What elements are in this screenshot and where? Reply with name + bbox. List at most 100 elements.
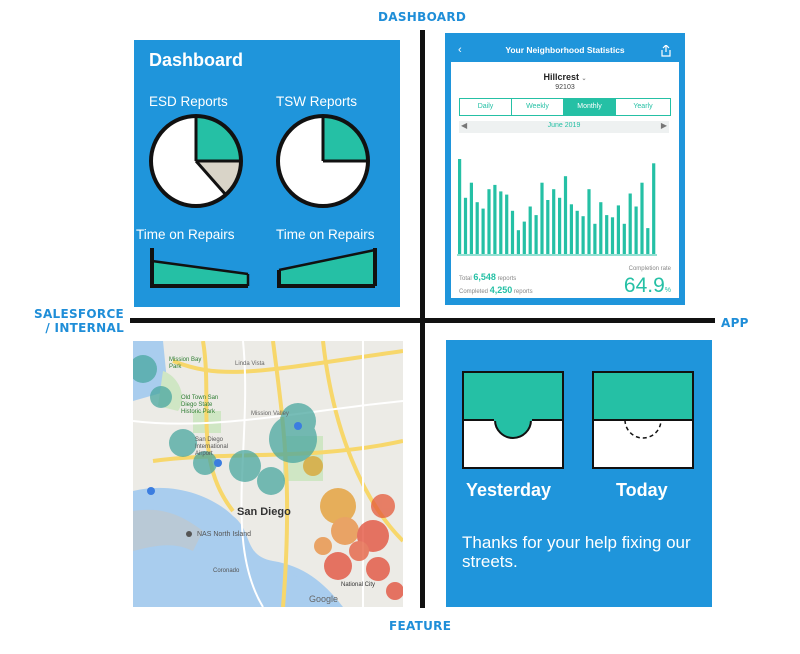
bar	[546, 200, 550, 254]
horizontal-axis-line	[130, 318, 715, 323]
pothole-today-icon	[592, 371, 694, 469]
map-place-label: NAS North Island	[197, 531, 252, 538]
bar	[552, 189, 556, 254]
month-nav: ◀ June 2019 ▶	[459, 121, 669, 133]
bar	[458, 159, 462, 254]
esd-pie-teal-slice	[196, 116, 241, 161]
bar	[605, 215, 609, 254]
dashboard-panel: Dashboard ESD Reports TSW Reports Time o…	[134, 40, 400, 307]
today-caption: Today	[616, 480, 668, 500]
bar	[510, 210, 515, 254]
total-reports: Total 6,548 reports	[459, 272, 516, 282]
bar	[593, 223, 597, 254]
bar	[569, 204, 573, 254]
tab-monthly[interactable]: Monthly	[564, 99, 616, 115]
time-on-repairs-chart-2	[277, 248, 377, 288]
completed-reports: Completed 4,250 reports	[459, 285, 533, 295]
total-unit: reports	[497, 276, 517, 282]
axis-label-app: APP	[721, 316, 749, 330]
share-icon[interactable]	[661, 45, 671, 57]
bar	[469, 182, 473, 254]
neighborhood-name: Hillcrest	[543, 72, 579, 82]
esd-pie-gray-slice	[196, 161, 242, 195]
bar	[487, 189, 491, 254]
bar	[522, 221, 526, 254]
bar	[563, 176, 568, 254]
bar	[493, 184, 497, 254]
map-place-label: Old Town San Diego State Historic Park	[181, 395, 219, 415]
tab-yearly[interactable]: Yearly	[633, 103, 653, 110]
esd-reports-label: ESD Reports	[149, 94, 228, 109]
bar	[540, 182, 544, 254]
yesterday-caption: Yesterday	[466, 480, 552, 500]
bar	[581, 216, 585, 254]
bar	[475, 202, 479, 254]
app-phone-frame: ‹ Your Neighborhood Statistics Hillcrest…	[445, 33, 685, 305]
map-place-label: Linda Vista	[235, 361, 265, 367]
tab-daily[interactable]: Daily	[460, 99, 512, 115]
bar	[640, 182, 644, 254]
bar	[616, 205, 620, 254]
map-city-label: San Diego	[237, 506, 291, 518]
thanks-message: Thanks for your help fixing our streets.	[462, 533, 691, 571]
bar	[610, 217, 615, 254]
google-logo: Google	[309, 594, 339, 604]
tsw-pie-teal-slice	[323, 116, 368, 161]
tsw-reports-label: TSW Reports	[276, 94, 358, 109]
pothole-yesterday-icon	[462, 371, 564, 469]
app-header-title: Your Neighborhood Statistics	[505, 45, 625, 55]
zip-code: 92103	[555, 84, 575, 91]
bar	[505, 194, 509, 254]
bar	[646, 228, 650, 254]
completion-rate-value: 64.9	[623, 274, 665, 297]
axis-label-salesforce-line1: SALESFORCE	[34, 307, 125, 321]
bar	[587, 189, 591, 254]
tab-weekly[interactable]: Weekly	[512, 99, 564, 115]
bar	[558, 197, 562, 254]
completion-rate-unit: %	[664, 287, 671, 294]
map-markers-teal	[133, 355, 317, 495]
bar	[622, 223, 626, 254]
map-panel[interactable]: Mission Bay Park Old Town San Diego Stat…	[133, 341, 403, 607]
map-markers-red	[303, 456, 403, 600]
map-place-label: Mission Bay Park	[169, 357, 202, 370]
dashboard-title: Dashboard	[149, 50, 244, 70]
monthly-bar-chart	[457, 159, 657, 256]
bar	[575, 210, 579, 254]
chevron-left-icon[interactable]: ‹	[458, 44, 462, 56]
completion-rate-label: Completion rate	[628, 266, 671, 272]
axis-label-salesforce: SALESFORCE / INTERNAL	[34, 307, 124, 335]
month-label: June 2019	[547, 122, 581, 129]
bar	[481, 208, 485, 254]
completed-label: Completed	[459, 289, 489, 295]
esd-reports-pie	[149, 114, 243, 208]
neighborhood-select[interactable]: Hillcrest ⌄	[451, 72, 679, 82]
next-month-icon[interactable]: ▶	[660, 121, 667, 130]
time-on-repairs-label-2: Time on Repairs	[276, 227, 375, 242]
time-on-repairs-chart-1	[150, 248, 250, 288]
tsw-reports-pie	[276, 114, 370, 208]
map-place-label: Mission Valley	[251, 411, 289, 417]
bar	[463, 197, 468, 254]
bar	[634, 206, 638, 254]
completed-value: 4,250	[489, 285, 513, 295]
bar	[499, 191, 503, 254]
bar	[528, 206, 532, 254]
completion-rate: 64.9%	[624, 274, 671, 298]
map-place-label: San Diego International Airport	[195, 437, 229, 457]
completed-unit: reports	[513, 289, 533, 295]
map-place-label: Coronado	[213, 568, 240, 574]
map-place-label: National City	[341, 582, 376, 588]
axis-label-feature: FEATURE	[389, 619, 452, 633]
axis-label-salesforce-line2: / INTERNAL	[45, 321, 125, 335]
feature-panel: Yesterday Today Thanks for your help fix…	[446, 340, 712, 607]
prev-month-icon[interactable]: ◀	[461, 121, 468, 130]
app-screen: ‹ Your Neighborhood Statistics Hillcrest…	[451, 40, 679, 298]
bar	[516, 230, 520, 254]
axis-label-dashboard: DASHBOARD	[378, 10, 467, 24]
time-on-repairs-label-1: Time on Repairs	[136, 227, 235, 242]
bar	[534, 215, 538, 254]
bar	[599, 202, 603, 254]
app-header: ‹ Your Neighborhood Statistics	[451, 40, 679, 62]
total-label: Total	[459, 276, 472, 282]
